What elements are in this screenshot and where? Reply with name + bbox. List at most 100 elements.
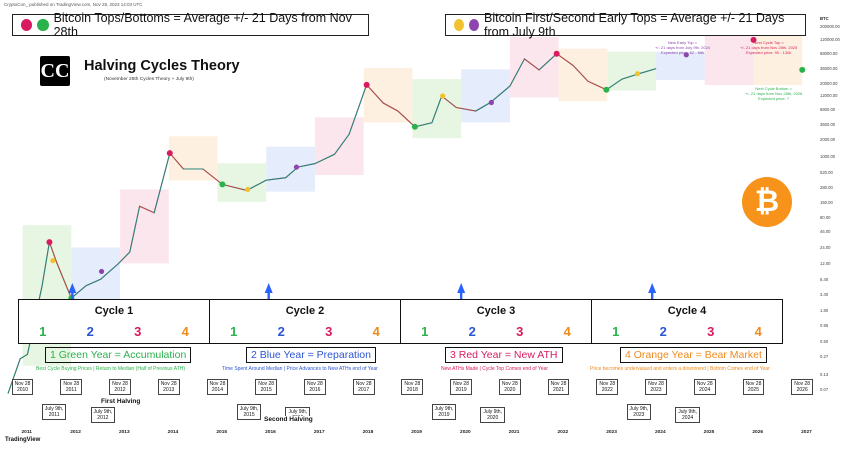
up-arrow-icon	[68, 283, 77, 313]
price-segment	[41, 242, 50, 286]
x-tick-label: 2016	[265, 430, 276, 435]
annotation-line: +/- 21 days from Nov 28th, 2025	[740, 45, 798, 50]
price-segment	[314, 153, 335, 164]
x-tick-label: 2020	[460, 430, 471, 435]
purple-dot-icon	[469, 19, 479, 31]
nov28-date-box: Nov 28 2012	[109, 379, 131, 395]
year-band	[217, 163, 267, 202]
y-tick-label: 6.40	[820, 276, 829, 282]
x-tick-label: 2026	[752, 430, 764, 435]
july9-date-box: July 9th, 2015	[236, 404, 262, 420]
legend-blue-year: 2 Blue Year = Preparation	[246, 347, 376, 363]
nov28-date-box: Nov 28 2013	[157, 379, 180, 395]
price-segment	[139, 205, 155, 214]
price-segment	[606, 78, 623, 91]
legend-green-year: 1 Green Year = Accumulation	[45, 347, 192, 363]
price-segment	[222, 183, 247, 191]
price-segment	[490, 85, 511, 103]
price-segment	[431, 95, 443, 123]
y-tick-label: 6800.00	[820, 106, 836, 112]
cycle-title: Cycle 3	[476, 305, 516, 317]
early-top-dot	[488, 99, 494, 106]
price-segment	[397, 110, 416, 128]
year-4: 4	[754, 324, 762, 339]
annotation-line: Next Cycle Bottom =	[755, 86, 792, 91]
y-tick-label: 1000.00	[820, 153, 836, 159]
first-halving-label: First Halving	[101, 398, 141, 405]
price-segment	[572, 65, 589, 82]
cycle-top-bottom-dot	[553, 50, 560, 57]
y-tick-label: 24.00	[820, 244, 831, 250]
legend-green-desc: Best Cycle Buying Prices | Return to Med…	[36, 366, 186, 372]
x-tick-label: 2019	[411, 430, 422, 435]
annotation-line: Expected price: 90 - 130k	[745, 50, 792, 55]
y-tick-label: 520.00	[820, 169, 833, 175]
y-tick-label: 12.00	[820, 261, 831, 267]
cycle-top-bottom-dot	[46, 239, 53, 246]
year-2: 2	[468, 324, 476, 339]
cycle-year-numbers: 1 2 3 4	[19, 324, 209, 339]
cycle-title: Cycle 1	[94, 305, 134, 317]
legend-orange-year: 4 Orange Year = Bear Market	[620, 347, 767, 363]
header-tops-bottoms: Bitcoin Tops/Bottoms = Average +/- 21 Da…	[12, 11, 369, 39]
chart-subtitle: (November 28th Cycles Theory + July 9th)	[104, 77, 194, 82]
price-segment	[169, 152, 184, 170]
year-band	[266, 146, 315, 192]
year-band	[656, 51, 705, 81]
price-segment	[100, 264, 118, 280]
price-segment	[266, 177, 286, 181]
year-4: 4	[372, 324, 380, 339]
nov28-date-box: Nov 28 2011	[60, 379, 83, 395]
legend-orange-desc: Price becomes undervalued and enters a d…	[590, 366, 770, 372]
cycle-year-numbers: 1 2 3 4	[592, 324, 782, 339]
price-segment	[49, 241, 58, 263]
y-tick-label: 0.95	[820, 323, 829, 329]
year-2: 2	[659, 324, 667, 339]
cycle-3-cell: Cycle 3 1 2 3 4	[401, 300, 592, 343]
july9-date-box: July 9th, 2023	[626, 404, 652, 420]
y-tick-label: 68000.00	[820, 50, 838, 56]
year-band	[314, 117, 364, 176]
year-4: 4	[563, 324, 571, 339]
july9-date-box: July 9th, 2020	[480, 407, 505, 423]
year-2: 2	[86, 324, 94, 339]
early-top-dot	[245, 186, 251, 193]
y-tick-label: 150.00	[820, 199, 833, 205]
cycle-top-bottom-dot	[603, 86, 610, 93]
legend-red-desc: New ATHs Made | Cycle Top Comes end of Y…	[441, 366, 548, 372]
price-segment	[524, 58, 540, 71]
x-tick-label: 2023	[606, 430, 617, 435]
price-segment	[7, 358, 21, 394]
annotation-line: Expected price: ?	[758, 96, 790, 101]
y-tick-label: 0.07	[820, 386, 829, 392]
nov28-date-box: Nov 28 2026	[791, 379, 814, 395]
year-band	[168, 136, 218, 181]
cycle-top-bottom-dot	[799, 66, 806, 73]
y-tick-label: 46.00	[820, 228, 831, 234]
annotation-line: +/- 21 days from Nov 28th, 2026	[745, 91, 803, 96]
publisher-line: CryptoCon_ published on TradingView.com,…	[4, 2, 143, 7]
cycles-table: Cycle 1 1 2 3 4 Cycle 2 1 2 3 4 Cycle 3 …	[18, 299, 783, 344]
july9-date-box: July 9th, 2011	[41, 404, 67, 420]
cycle-top-bottom-dot	[750, 36, 757, 43]
nov28-date-box: Nov 28 2010	[11, 379, 34, 395]
y-tick-label: 200000.00	[820, 24, 840, 30]
chart-title: Halving Cycles Theory	[84, 58, 240, 74]
x-tick-label: 2021	[508, 430, 520, 435]
y-tick-label: 0.13	[820, 371, 829, 377]
red-dot-icon	[21, 19, 33, 31]
price-segment	[587, 80, 607, 91]
july9-date-box: July 9th, 2024	[675, 407, 700, 423]
july9-date-box: July 9th, 2012	[90, 407, 116, 423]
y-tick-label: 36000.00	[820, 66, 838, 72]
x-tick-label: 2011	[21, 430, 32, 435]
year-band	[558, 48, 608, 102]
july9-date-box: July 9th, 2019	[431, 404, 457, 420]
early-top-dot	[634, 71, 641, 77]
x-tick-label: 2015	[216, 430, 228, 435]
y-tick-label: 20000.00	[820, 80, 838, 86]
up-arrow-icon	[264, 283, 273, 313]
early-top-dot	[50, 258, 56, 264]
y-tick-label: 12000.00	[820, 93, 838, 99]
cycle-top-bottom-dot	[219, 181, 226, 188]
